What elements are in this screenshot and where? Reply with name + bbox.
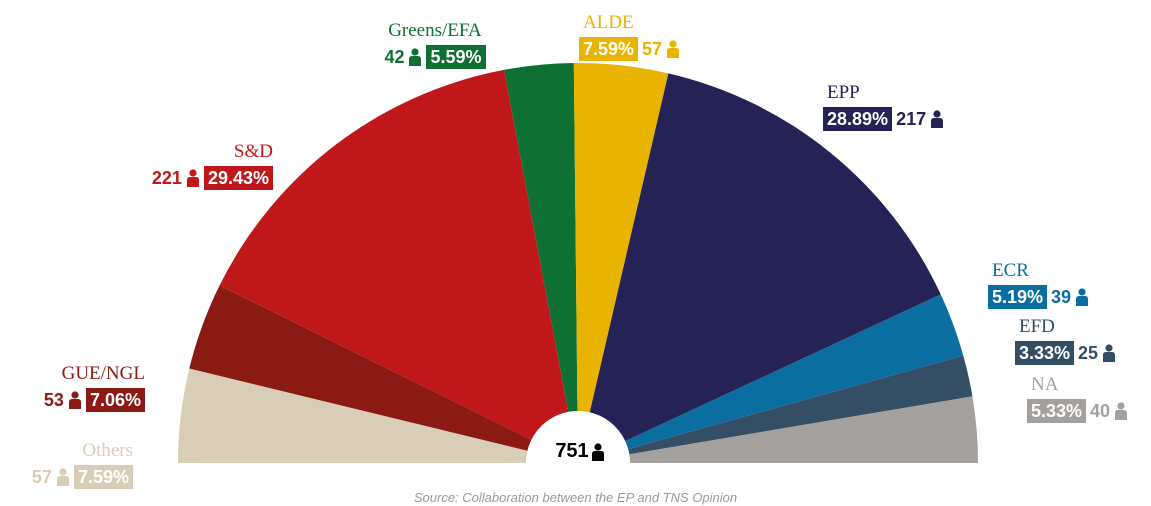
- person-icon: [667, 40, 680, 58]
- icon-head: [669, 40, 677, 48]
- icon-body: [56, 476, 69, 486]
- person-icon: [56, 468, 69, 486]
- seat-count: 53: [43, 389, 64, 410]
- seat-count: 25: [1078, 342, 1099, 363]
- party-name: ALDE: [583, 12, 634, 33]
- seat-count: 40: [1090, 400, 1111, 421]
- icon-body: [186, 177, 199, 187]
- source: Source: Collaboration between the EP and…: [413, 490, 738, 505]
- party-label: GUE/NGL 53 7.06%: [44, 363, 145, 412]
- seat-count: 42: [384, 46, 405, 67]
- party-name: NA: [1031, 374, 1059, 395]
- party-name: Greens/EFA: [388, 20, 482, 41]
- party-label: Greens/EFA 42 5.59%: [335, 20, 535, 69]
- share-box: 7.06%: [85, 388, 145, 412]
- icon-body: [931, 118, 944, 128]
- seat-count: 39: [1051, 286, 1072, 307]
- person-icon: [1076, 288, 1089, 306]
- party-row: 28.89% 217: [823, 107, 944, 131]
- seat-count: 57: [642, 38, 663, 59]
- share-box: 7.59%: [73, 465, 133, 489]
- person-icon: [1103, 344, 1116, 362]
- icon-head: [189, 169, 197, 177]
- person-icon: [409, 48, 422, 66]
- icon-head: [1078, 288, 1086, 296]
- seat-count: 217: [896, 108, 927, 129]
- seat-wedge: [629, 396, 978, 463]
- party-name: EPP: [827, 82, 860, 103]
- seat-wedge: [503, 63, 578, 412]
- party-name: ECR: [992, 260, 1029, 281]
- seat-wedge: [589, 73, 941, 442]
- party-row: 221 29.43%: [152, 166, 273, 190]
- icon-body: [591, 450, 604, 461]
- party-row: 3.33% 25: [1015, 341, 1116, 365]
- party-name: GUE/NGL: [61, 363, 145, 384]
- party-row: 57 7.59%: [32, 465, 133, 489]
- share-box: 5.19%: [988, 285, 1048, 309]
- party-label: EPP 28.89% 217: [823, 82, 944, 131]
- party-label: ALDE 7.59% 57: [579, 12, 680, 61]
- party-label: EFD 3.33% 25: [1015, 316, 1116, 365]
- party-label: Others 57 7.59%: [32, 440, 133, 489]
- total-value: 751: [555, 440, 589, 462]
- share-box: 28.89%: [823, 107, 893, 131]
- icon-head: [594, 442, 602, 451]
- seat-wedge: [178, 368, 528, 463]
- party-name: Others: [82, 440, 133, 461]
- party-label: NA 5.33% 40: [1027, 374, 1128, 423]
- icon-body: [1103, 352, 1116, 362]
- seat-wedge: [625, 294, 964, 450]
- icon-head: [1105, 344, 1113, 352]
- icon-head: [71, 391, 79, 399]
- party-name: EFD: [1019, 316, 1055, 337]
- party-name: S&D: [233, 141, 273, 162]
- seat-wedge: [219, 69, 569, 440]
- total: 751: [548, 440, 612, 463]
- party-row: 7.59% 57: [579, 37, 680, 61]
- seat-wedge: [189, 285, 532, 451]
- party-label: ECR 5.19% 39: [988, 260, 1089, 309]
- seat-count: 57: [31, 466, 52, 487]
- icon-head: [933, 110, 941, 118]
- seat-wedge: [573, 63, 669, 413]
- icon-body: [1076, 296, 1089, 306]
- person-icon: [68, 391, 81, 409]
- icon-head: [59, 468, 67, 476]
- person-icon: [1115, 402, 1128, 420]
- party-row: 5.19% 39: [988, 285, 1089, 309]
- party-row: 42 5.59%: [335, 45, 535, 69]
- share-box: 5.33%: [1027, 399, 1087, 423]
- seat-wedge: [628, 355, 973, 455]
- icon-head: [1117, 402, 1125, 410]
- baseline-cover: [0, 463, 1151, 493]
- icon-body: [1115, 410, 1128, 420]
- share-box: 7.59%: [579, 37, 639, 61]
- icon-body: [667, 48, 680, 58]
- share-box: 3.33%: [1015, 341, 1075, 365]
- party-label: S&D 221 29.43%: [152, 141, 273, 190]
- party-row: 53 7.06%: [44, 388, 145, 412]
- icon-body: [68, 399, 81, 409]
- icon-body: [409, 56, 422, 66]
- icon-head: [411, 48, 420, 56]
- seat-count: 221: [151, 167, 182, 188]
- party-row: 5.33% 40: [1027, 399, 1128, 423]
- share-box: 29.43%: [203, 166, 273, 190]
- person-icon: [931, 110, 944, 128]
- person-icon: [186, 169, 199, 187]
- person-icon: [591, 442, 604, 461]
- share-box: 5.59%: [426, 45, 486, 69]
